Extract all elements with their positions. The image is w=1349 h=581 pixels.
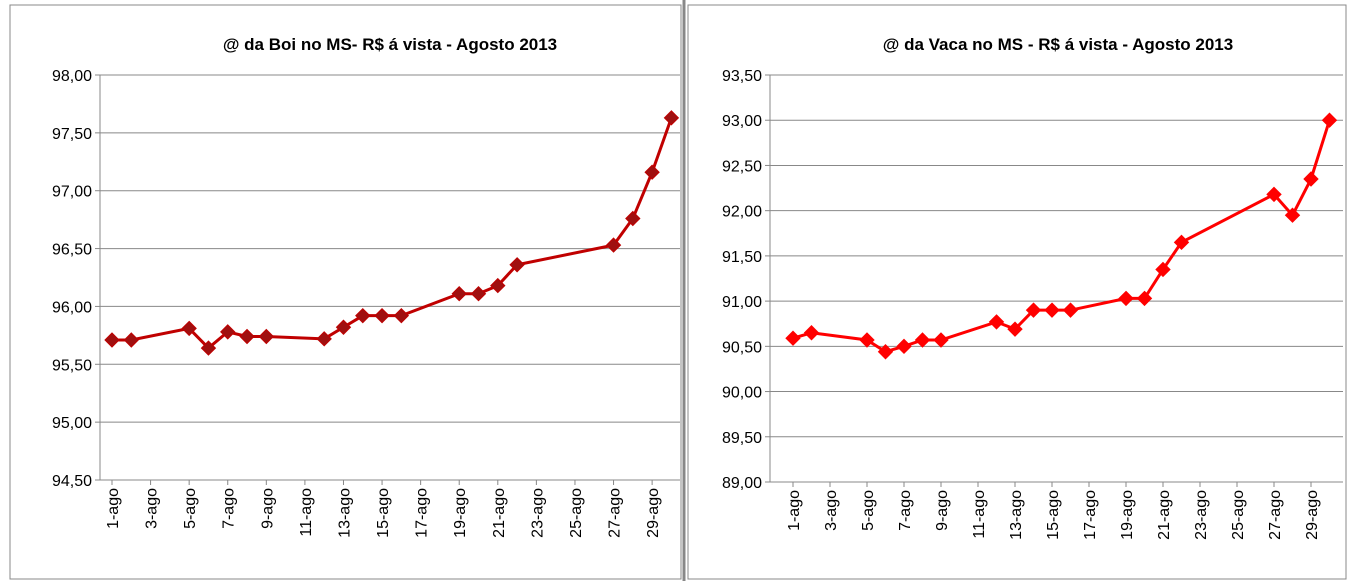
marker [1136,290,1153,307]
marker [258,328,275,345]
marker [181,320,197,337]
x-tick-label: 23-ago [1193,490,1210,540]
marker [1266,186,1282,203]
y-tick-label: 95,00 [52,415,92,432]
marker [239,328,255,345]
marker [200,340,217,356]
x-tick-label: 19-ago [452,488,469,538]
x-tick-label: 27-ago [607,488,624,538]
y-tick-label: 96,50 [52,242,92,259]
marker [393,307,410,324]
marker [644,164,660,180]
x-tick-label: 13-ago [336,488,353,538]
x-tick-label: 15-ago [1045,490,1062,540]
y-tick-label: 93,50 [722,68,762,85]
y-tick-label: 98,00 [52,68,92,85]
x-tick-label: 21-ago [491,488,508,538]
y-tick-label: 90,50 [722,339,762,356]
marker [1062,302,1079,318]
x-tick-label: 19-ago [1119,490,1136,540]
chart-title: @ da Vaca no MS - R$ á vista - Agosto 20… [883,35,1233,54]
x-tick-label: 23-ago [529,488,546,538]
marker [1007,321,1023,337]
chart-title: @ da Boi no MS- R$ á vista - Agosto 2013 [223,35,557,54]
series-line [792,119,1331,354]
marker [803,325,820,341]
marker [605,237,622,253]
x-tick-label: 1-ago [786,490,803,531]
marker [859,332,875,348]
marker [1044,302,1060,318]
marker [490,277,506,294]
marker [220,324,236,340]
marker [1303,171,1319,187]
x-tick-label: 9-ago [934,490,951,531]
y-tick-label: 92,00 [722,204,762,221]
x-tick-label: 29-ago [645,488,662,538]
x-tick-label: 13-ago [1008,490,1025,540]
x-tick-label: 17-ago [1082,490,1099,540]
marker [374,307,390,324]
x-tick-label: 15-ago [375,488,392,538]
y-tick-label: 96,00 [52,299,92,316]
marker [914,332,931,348]
x-tick-label: 11-ago [971,490,988,539]
y-tick-label: 89,00 [722,475,762,492]
marker [933,332,949,348]
series-line [112,117,673,351]
marker [1284,207,1301,223]
y-tick-label: 97,00 [52,184,92,201]
x-tick-label: 11-ago [298,488,315,537]
x-tick-label: 3-ago [144,488,161,529]
y-tick-label: 93,00 [722,113,762,130]
y-tick-label: 91,00 [722,294,762,311]
marker [123,332,139,348]
marker [355,307,371,324]
x-tick-label: 5-ago [182,488,199,529]
x-tick-label: 7-ago [221,488,238,529]
x-tick-label: 17-ago [414,488,431,538]
marker [785,330,801,346]
x-tick-label: 21-ago [1156,490,1173,540]
marker [509,257,525,273]
x-tick-label: 29-ago [1304,490,1321,540]
y-tick-label: 92,50 [722,158,762,175]
x-tick-label: 1-ago [105,488,122,529]
y-tick-label: 89,50 [722,430,762,447]
y-tick-label: 94,50 [52,473,92,490]
marker [625,210,641,227]
marker [470,285,487,302]
marker [896,338,912,355]
x-tick-label: 27-ago [1267,490,1284,540]
x-tick-label: 25-ago [568,488,585,538]
y-tick-label: 97,50 [52,126,92,143]
x-tick-label: 9-ago [259,488,276,529]
marker [335,319,352,335]
marker [1173,234,1190,251]
x-tick-label: 7-ago [897,490,914,531]
x-tick-label: 25-ago [1230,490,1247,540]
marker [1155,261,1171,278]
marker [663,110,680,126]
marker [1321,112,1338,128]
marker [104,332,120,348]
y-tick-label: 91,50 [722,249,762,266]
panel-border [9,4,682,580]
marker [877,344,894,360]
marker [988,314,1005,330]
marker [451,285,467,302]
panel-border [687,4,1347,580]
x-tick-label: 5-ago [860,490,877,531]
marker [316,331,332,347]
marker [1025,302,1042,318]
y-tick-label: 95,50 [52,357,92,374]
x-tick-label: 3-ago [823,490,840,531]
y-tick-label: 90,00 [722,385,762,402]
marker [1118,290,1134,307]
